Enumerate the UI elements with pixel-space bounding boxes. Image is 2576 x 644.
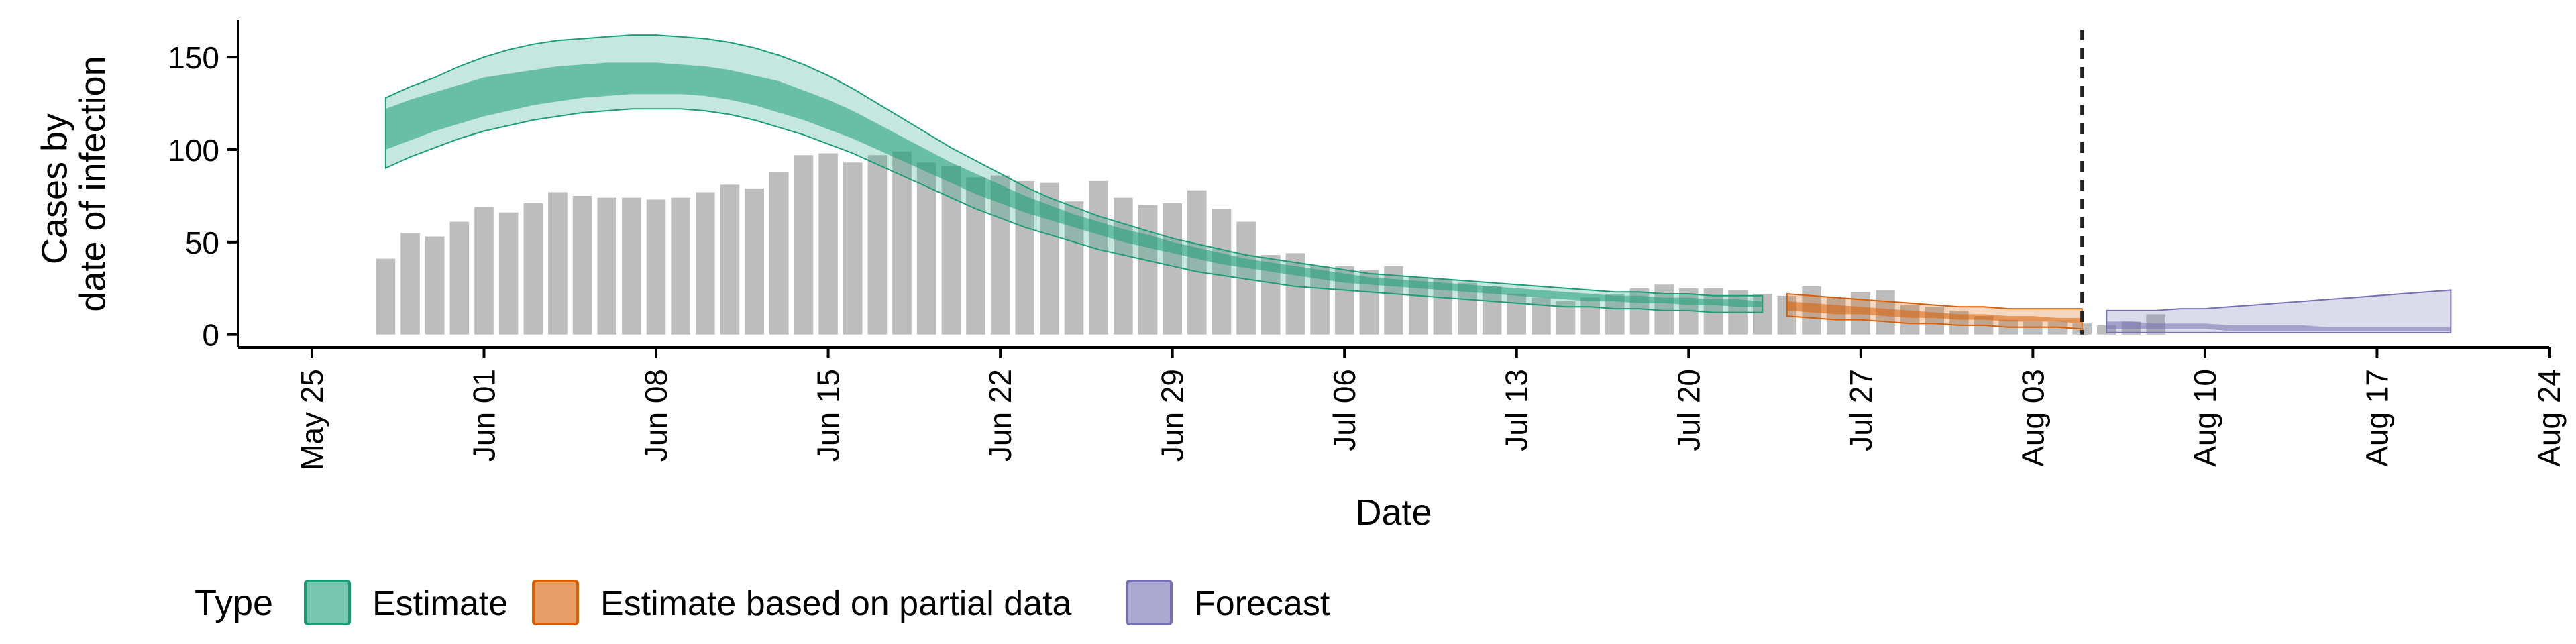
plot-area: [376, 30, 2452, 335]
case-bar: [1925, 307, 1945, 335]
estimate-based-on-partial-data-inner-band: [1786, 301, 2082, 324]
case-bar: [818, 153, 838, 335]
legend-key-estimate: [304, 580, 351, 625]
case-bar: [1580, 297, 1600, 335]
case-bar: [425, 236, 445, 335]
case-bar: [745, 188, 764, 335]
x-tick-label: Aug 10: [2188, 369, 2222, 467]
y-ticks: 0 50 100 150: [168, 40, 238, 353]
case-bar: [720, 184, 740, 335]
legend-title: Type: [195, 583, 273, 623]
x-tick-label: Jul 20: [1671, 369, 1706, 451]
forecast-outer-band: [2106, 289, 2452, 333]
case-bar: [2023, 321, 2043, 335]
x-axis-title: Date: [1355, 492, 1432, 533]
x-tick-label: Aug 03: [2015, 369, 2050, 467]
case-bar: [916, 162, 936, 335]
case-bar: [696, 192, 715, 335]
x-tick-label: Aug 24: [2532, 369, 2567, 467]
case-bar: [597, 197, 617, 335]
legend-label-estimate-based-on-partial-data: Estimate based on partial data: [600, 584, 1072, 623]
case-bar: [474, 207, 494, 335]
x-tick-label: Jun 29: [1155, 369, 1190, 462]
x-ticks: May 25 Jun 01 Jun 08 Jun 15 Jun 22 Jun 29 Jul …: [294, 347, 2567, 470]
case-bar: [1826, 297, 1846, 335]
legend: Type Estimate Estimate based on partial d…: [195, 580, 1330, 625]
case-bar: [523, 203, 543, 335]
case-bar: [1507, 294, 1527, 335]
case-bar: [1089, 180, 1109, 335]
case-bar: [769, 172, 789, 335]
x-tick-label: Jun 22: [983, 369, 1018, 462]
case-bar: [1384, 266, 1403, 335]
y-axis-title: Cases by date of infection: [35, 56, 113, 311]
x-tick-label: Jun 08: [639, 369, 674, 462]
case-bar: [1212, 209, 1232, 335]
case-bar: [646, 199, 666, 335]
case-bar: [1532, 297, 1551, 335]
legend-key-estimate-based-on-partial-data: [532, 580, 579, 625]
x-tick-label: May 25: [294, 369, 329, 470]
axes: 0 50 100 150 May 25 Jun 01 Jun 08 Jun 15 Jun 22…: [168, 20, 2567, 470]
case-bar: [867, 155, 888, 335]
case-bar: [1114, 197, 1133, 335]
case-bar: [671, 197, 690, 335]
case-bar: [892, 151, 912, 335]
x-tick-label: Jul 06: [1327, 369, 1362, 451]
case-bar: [622, 197, 641, 335]
forecast-inner-band: [2106, 321, 2451, 331]
case-bar: [400, 233, 420, 335]
case-bar: [1163, 203, 1182, 335]
legend-key-forecast: [1126, 580, 1173, 625]
case-bar: [966, 177, 985, 335]
legend-label-estimate: Estimate: [372, 584, 508, 623]
y-tick-label: 0: [202, 318, 219, 353]
y-axis-title-line-2: date of infection: [72, 56, 113, 311]
y-tick-label: 50: [185, 225, 219, 260]
legend-label-forecast: Forecast: [1194, 584, 1330, 623]
case-bar: [572, 195, 592, 335]
case-bar: [498, 212, 519, 335]
x-tick-label: Jun 01: [466, 369, 501, 462]
case-bar: [376, 258, 396, 335]
case-bar: [1187, 190, 1207, 335]
case-bar: [548, 192, 568, 335]
case-bar: [794, 155, 814, 335]
case-bar: [449, 221, 470, 335]
case-bar: [1138, 205, 1158, 335]
x-tick-label: Jul 13: [1499, 369, 1534, 451]
y-tick-label: 150: [168, 40, 219, 75]
x-tick-label: Jun 15: [811, 369, 846, 462]
case-bar: [1482, 286, 1502, 335]
estimate-inner-band: [385, 62, 1763, 307]
case-bar: [1900, 305, 1920, 335]
bands-layer: [384, 34, 2452, 333]
y-axis-title-line-1: Cases by: [35, 113, 75, 264]
x-tick-label: Jul 27: [1843, 369, 1878, 451]
y-tick-label: 100: [168, 133, 219, 168]
case-bar: [2047, 321, 2068, 335]
case-bar: [843, 162, 863, 335]
x-tick-label: Aug 17: [2359, 369, 2394, 467]
estimate-outer-band: [384, 34, 1764, 313]
legend-entries: Estimate Estimate based on partial data Fo…: [304, 580, 1330, 625]
